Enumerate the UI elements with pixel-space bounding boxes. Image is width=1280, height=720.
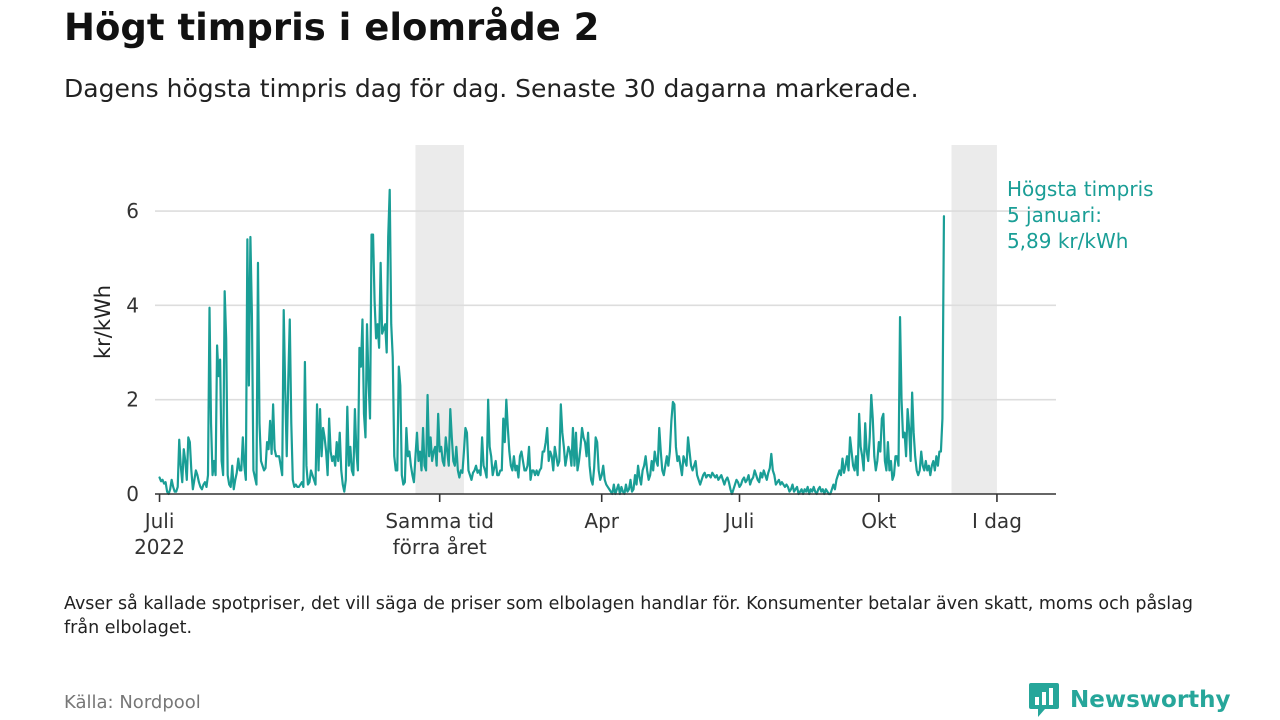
- x-tick-label-2: Samma tid förra året: [385, 509, 494, 559]
- brand-logo: Newsworthy: [1028, 682, 1231, 718]
- newsworthy-logo-icon: [1029, 683, 1059, 717]
- y-tick-label-0: 0: [126, 482, 139, 506]
- x-tick-label-3: Apr: [584, 509, 619, 533]
- brand-name: Newsworthy: [1070, 687, 1231, 713]
- annotation-text: Högsta timpris 5 januari: 5,89 kr/kWh: [1007, 177, 1154, 253]
- x-tick-label-6: I dag: [972, 509, 1022, 533]
- series-line-1: [158, 188, 946, 496]
- y-axis-label: kr/kWh: [91, 285, 115, 359]
- highlight-period-2: [951, 145, 997, 494]
- chart-area: 0 2 4 6 kr/kWh Juli 2022 Samma tid förra året A…: [91, 145, 1154, 559]
- x-tick-label-4: Juli: [723, 509, 755, 533]
- highlight-periods: [415, 145, 997, 494]
- y-tick-label-6: 6: [126, 199, 139, 223]
- y-tick-labels: 0 2 4 6: [126, 199, 139, 506]
- chart-subtitle: Dagens högsta timpris dag för dag. Senas…: [64, 74, 919, 103]
- x-tick-group: Juli 2022 Samma tid förra året Apr Juli Okt I d…: [134, 494, 1022, 559]
- y-tick-label-4: 4: [126, 293, 139, 317]
- x-tick-label-5: Okt: [861, 509, 896, 533]
- source-label: Källa: Nordpool: [64, 692, 201, 713]
- series-line-group: [158, 188, 946, 496]
- chart-title: Högt timpris i elområde 2: [64, 6, 600, 49]
- footnote: Avser så kallade spotpriser, det vill sä…: [64, 594, 1193, 638]
- y-tick-label-2: 2: [126, 388, 139, 412]
- x-tick-label-1: Juli 2022: [134, 509, 185, 559]
- latest-value-annotation: Högsta timpris 5 januari: 5,89 kr/kWh: [1007, 177, 1154, 253]
